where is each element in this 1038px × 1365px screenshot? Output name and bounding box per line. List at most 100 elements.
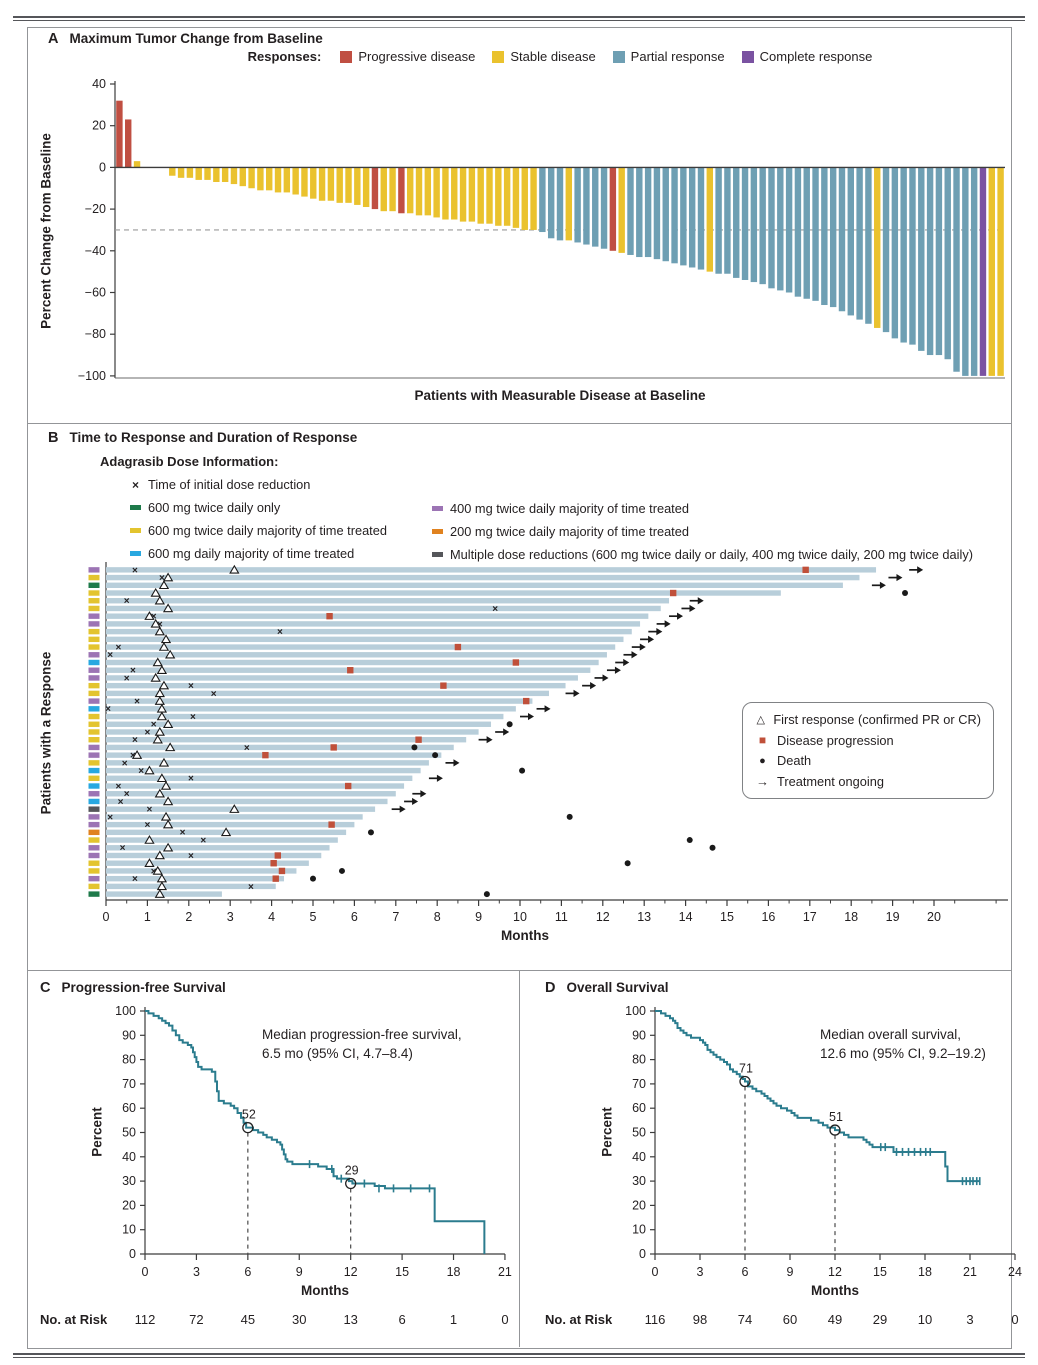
svg-text:71: 71 <box>739 1061 753 1075</box>
ongoing-arrow <box>412 797 419 806</box>
svg-text:20: 20 <box>927 910 941 924</box>
dose-swatch <box>88 837 100 843</box>
swimmer-bar <box>106 737 467 743</box>
svg-text:51: 51 <box>829 1110 843 1124</box>
dose-reduction-marker: × <box>130 666 136 677</box>
swimmer-bar <box>106 783 405 789</box>
legend-label: Stable disease <box>510 49 596 64</box>
first-response-marker <box>144 765 155 775</box>
dose-legend-label: 600 mg twice daily only <box>148 500 281 515</box>
figure-border <box>27 27 1012 1349</box>
svg-text:21: 21 <box>963 1265 977 1279</box>
dose-legend-item: Multiple dose reductions (600 mg twice d… <box>432 547 973 562</box>
death-marker <box>566 813 573 820</box>
death-marker <box>506 721 513 728</box>
svg-text:90: 90 <box>122 1028 136 1042</box>
dose-swatch <box>88 806 100 812</box>
svg-text:30: 30 <box>632 1174 646 1188</box>
progression-marker <box>440 682 447 689</box>
svg-text:0: 0 <box>652 1265 659 1279</box>
svg-text:1: 1 <box>144 910 151 924</box>
dose-swatch <box>88 767 100 774</box>
death-marker <box>310 875 316 882</box>
dose-legend-item: × Time of initial dose reduction <box>130 477 387 492</box>
dose-reduction-marker: × <box>132 735 138 746</box>
dose-swatch <box>88 721 100 727</box>
dose-swatch <box>88 829 100 836</box>
panel-c-xlabel: Months <box>301 1283 349 1298</box>
svg-text:12: 12 <box>344 1265 358 1279</box>
marker-legend-item: ■ Disease progression <box>755 733 981 748</box>
svg-text:−60: −60 <box>85 286 106 300</box>
dose-swatch <box>88 875 100 882</box>
dose-reduction-marker: × <box>124 596 130 607</box>
svg-text:8: 8 <box>434 910 441 924</box>
svg-text:3: 3 <box>697 1265 704 1279</box>
panel-b-dose-legend-col1: × Time of initial dose reduction 600 mg tw… <box>130 477 387 561</box>
svg-text:3: 3 <box>227 910 234 924</box>
svg-text:6: 6 <box>742 1265 749 1279</box>
swimmer-bar <box>106 837 338 843</box>
first-response-marker <box>154 850 165 860</box>
swimmer-bar <box>106 598 670 604</box>
dose-swatch-icon <box>130 528 141 533</box>
dose-legend-label: 200 mg twice daily majority of time trea… <box>450 524 689 539</box>
swimmer-bar <box>106 582 843 588</box>
dose-reduction-marker: × <box>132 565 138 576</box>
dose-swatch <box>88 860 100 866</box>
dose-reduction-marker: × <box>248 882 254 893</box>
dose-swatch <box>88 690 100 697</box>
first-response-marker <box>158 757 170 767</box>
dose-swatch <box>88 598 100 604</box>
dose-reduction-marker: × <box>151 612 157 623</box>
death-icon: ● <box>759 754 766 767</box>
swimmer-bar <box>106 791 396 797</box>
first-response-marker <box>131 750 143 759</box>
ongoing-arrow <box>486 736 493 744</box>
death-marker <box>338 867 345 874</box>
svg-text:9: 9 <box>296 1265 303 1279</box>
first-response-marker <box>144 611 155 620</box>
panel-c-annotation-line1: Median progression-free survival, <box>262 1027 462 1042</box>
swimmer-bar <box>106 875 285 882</box>
svg-text:40: 40 <box>122 1150 136 1164</box>
first-response-marker <box>158 641 170 651</box>
dose-reduction-marker: × <box>151 720 157 731</box>
dose-swatch-icon <box>432 529 443 534</box>
risk-count: 60 <box>782 1312 798 1327</box>
dose-swatch <box>88 613 100 619</box>
dose-swatch <box>88 868 100 874</box>
first-response-marker <box>154 696 165 705</box>
dose-swatch-icon <box>432 506 443 511</box>
risk-count: 45 <box>240 1312 256 1327</box>
first-response-marker <box>158 580 170 590</box>
first-response-marker <box>152 657 163 667</box>
risk-count: 49 <box>827 1312 843 1327</box>
dose-swatch <box>88 821 100 828</box>
risk-count: 30 <box>292 1312 307 1327</box>
progression-icon: ■ <box>758 733 767 748</box>
svg-text:40: 40 <box>92 77 106 91</box>
first-response-marker <box>156 711 168 721</box>
dose-reduction-marker: × <box>492 604 498 615</box>
km-curve <box>655 1010 981 1183</box>
marker-legend-label: Disease progression <box>777 732 894 748</box>
progression-marker <box>802 566 809 574</box>
marker-legend-item: ● Death <box>755 753 981 768</box>
swimmer-bar <box>106 806 376 812</box>
svg-text:9: 9 <box>787 1265 794 1279</box>
ongoing-arrow <box>631 651 638 659</box>
dose-reduction-marker: × <box>151 866 157 877</box>
swimmer-bar <box>106 636 624 643</box>
dose-swatch <box>88 590 100 596</box>
svg-text:60: 60 <box>632 1101 646 1115</box>
progression-marker <box>326 612 333 620</box>
legend-item: Complete response <box>741 49 872 64</box>
ongoing-arrow <box>602 674 609 682</box>
first-response-marker <box>229 804 240 813</box>
dose-reduction-marker: × <box>124 673 130 684</box>
first-response-marker <box>154 626 165 636</box>
ongoing-arrow <box>590 682 597 690</box>
ongoing-arrow <box>503 728 510 736</box>
swimmer-bar <box>106 721 492 727</box>
